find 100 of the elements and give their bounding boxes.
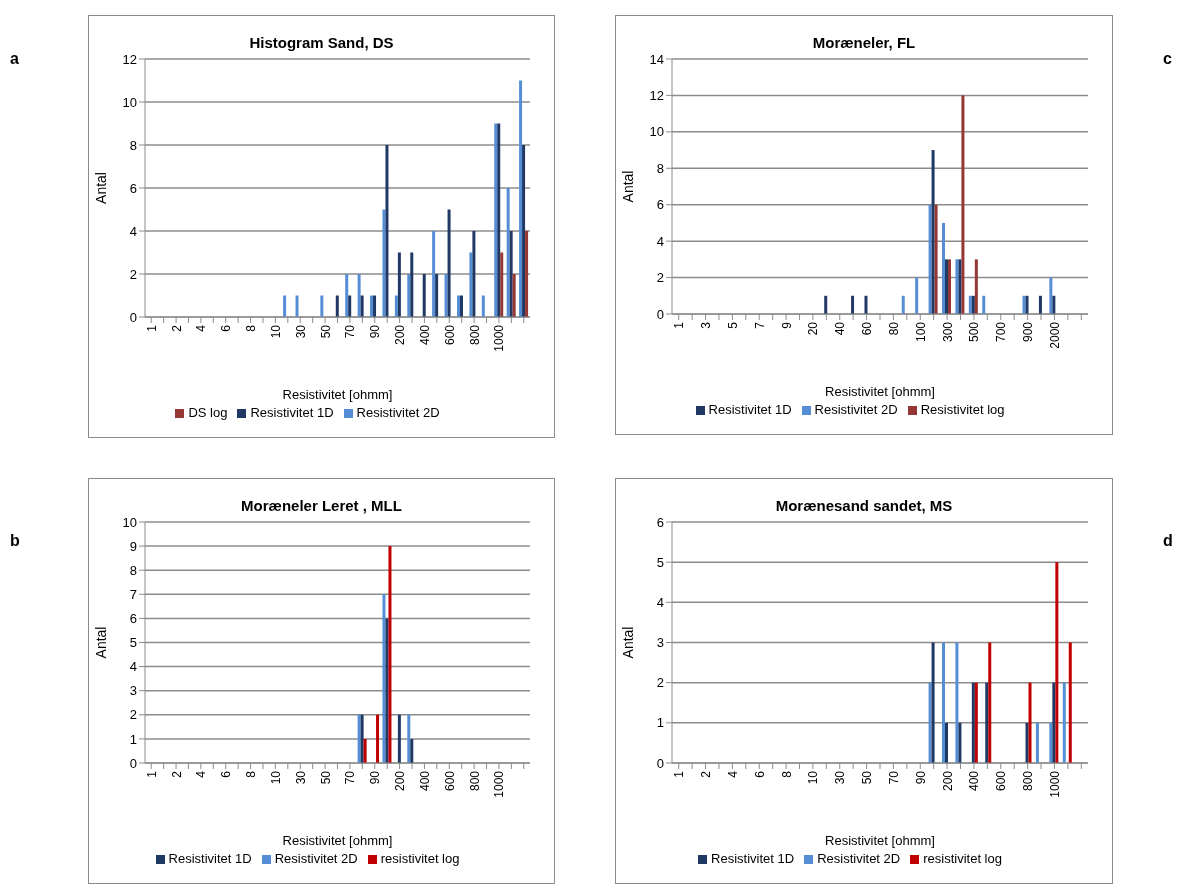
chart-title: Histogram Sand, DS	[248, 34, 395, 51]
y-axis-title: Antal	[619, 170, 636, 203]
x-tick-label: 50	[318, 324, 333, 339]
y-tick-label: 0	[129, 309, 137, 325]
x-tick-label: 900	[1021, 321, 1036, 343]
y-tick-label: 10	[122, 94, 137, 110]
bar	[988, 642, 992, 763]
x-axis-title: Resistivitet [ohmm]	[825, 384, 935, 399]
bar	[376, 714, 380, 763]
bar	[500, 252, 504, 317]
y-tick-label: 6	[656, 514, 664, 530]
bar	[958, 722, 962, 763]
x-axis-title: Resistivitet [ohmm]	[282, 387, 393, 402]
x-tick-label: 4	[194, 770, 209, 778]
bar	[942, 642, 945, 763]
y-tick-label: 12	[122, 51, 137, 67]
x-tick-label: 1000	[1047, 770, 1062, 798]
y-axis-title: Antal	[92, 626, 109, 659]
y-tick-label: 14	[649, 51, 664, 67]
x-tick-label: 30	[293, 770, 308, 785]
y-tick-label: 2	[129, 266, 137, 282]
y-tick-label: 7	[129, 586, 137, 602]
x-tick-label: 10	[806, 770, 821, 785]
x-tick-label: 200	[393, 770, 408, 792]
bar	[928, 682, 932, 763]
y-tick-label: 3	[129, 683, 137, 699]
text: d	[1163, 532, 1173, 550]
y-tick-label: 3	[656, 635, 664, 651]
legend-label: Resistivitet 2D	[274, 851, 358, 866]
x-tick-label: 30	[833, 770, 848, 785]
y-tick-label: 10	[122, 514, 137, 530]
x-tick-label: 3	[699, 321, 714, 329]
bar	[931, 642, 935, 763]
x-tick-label: 6	[219, 324, 234, 332]
y-tick-label: 8	[129, 562, 137, 578]
y-tick-label: 5	[656, 554, 664, 570]
x-tick-label: 1000	[492, 324, 507, 352]
bar	[435, 274, 439, 317]
bar	[397, 714, 401, 763]
y-tick-label: 1	[656, 715, 664, 731]
y-tick-label: 5	[129, 635, 137, 651]
x-tick-label: 200	[393, 324, 408, 346]
x-tick-label: 40	[833, 321, 848, 336]
bar	[385, 145, 389, 317]
x-tick-label: 80	[886, 321, 901, 336]
y-tick-label: 4	[129, 659, 137, 675]
x-tick-label: 60	[860, 321, 875, 336]
text: a	[10, 50, 19, 68]
legend-label: Resistivitet 1D	[711, 851, 795, 866]
legend-label: Resistivitet 1D	[168, 851, 252, 866]
bar	[1038, 295, 1042, 314]
x-tick-label: 1	[144, 324, 159, 332]
x-tick-label: 90	[913, 770, 928, 785]
bar	[509, 231, 513, 317]
y-tick-label: 6	[656, 197, 664, 213]
y-tick-label: 6	[129, 611, 137, 627]
x-tick-label: 10	[268, 770, 283, 785]
bar	[360, 295, 364, 317]
x-tick-label: 2	[699, 770, 714, 778]
bar	[335, 295, 339, 317]
y-tick-label: 0	[656, 306, 664, 322]
y-tick-label: 9	[129, 538, 137, 554]
bar	[410, 738, 414, 763]
bar	[1052, 295, 1056, 314]
bar	[961, 95, 965, 314]
y-tick-label: 2	[656, 675, 664, 691]
bar	[363, 738, 367, 763]
x-tick-label: 600	[994, 770, 1009, 792]
x-tick-label: 600	[442, 770, 457, 792]
legend-label: Resistivitet 2D	[817, 851, 901, 866]
bar	[934, 204, 938, 314]
x-tick-label: 1	[672, 770, 687, 778]
x-tick-label: 800	[467, 770, 482, 792]
bar	[1035, 722, 1039, 763]
x-tick-label: 50	[318, 770, 333, 785]
text: c	[1163, 50, 1172, 68]
legend-label: Resistivitet 1D	[250, 405, 334, 420]
chart-title: Moræneler, FL	[811, 34, 917, 51]
bar	[357, 274, 361, 317]
x-tick-label: 8	[244, 324, 259, 332]
bar	[410, 252, 414, 317]
bar	[345, 274, 349, 317]
bar	[1055, 562, 1059, 763]
y-axis-title: Antal	[92, 172, 109, 204]
x-tick-label: 200	[940, 770, 955, 792]
y-tick-label: 0	[656, 755, 664, 771]
x-tick-label: 2000	[1047, 321, 1062, 349]
x-tick-label: 70	[343, 324, 358, 339]
bar	[824, 295, 828, 314]
y-tick-label: 6	[129, 180, 137, 196]
x-tick-label: 6	[219, 770, 234, 778]
x-tick-label: 5	[725, 321, 740, 329]
bar	[525, 231, 529, 317]
bar	[320, 295, 324, 317]
x-tick-label: 90	[368, 324, 383, 339]
x-tick-label: 4	[194, 324, 209, 332]
bar	[397, 252, 401, 317]
legend-label: Resistivitet 2D	[814, 402, 898, 417]
y-tick-label: 4	[129, 223, 137, 239]
bar	[915, 277, 919, 314]
